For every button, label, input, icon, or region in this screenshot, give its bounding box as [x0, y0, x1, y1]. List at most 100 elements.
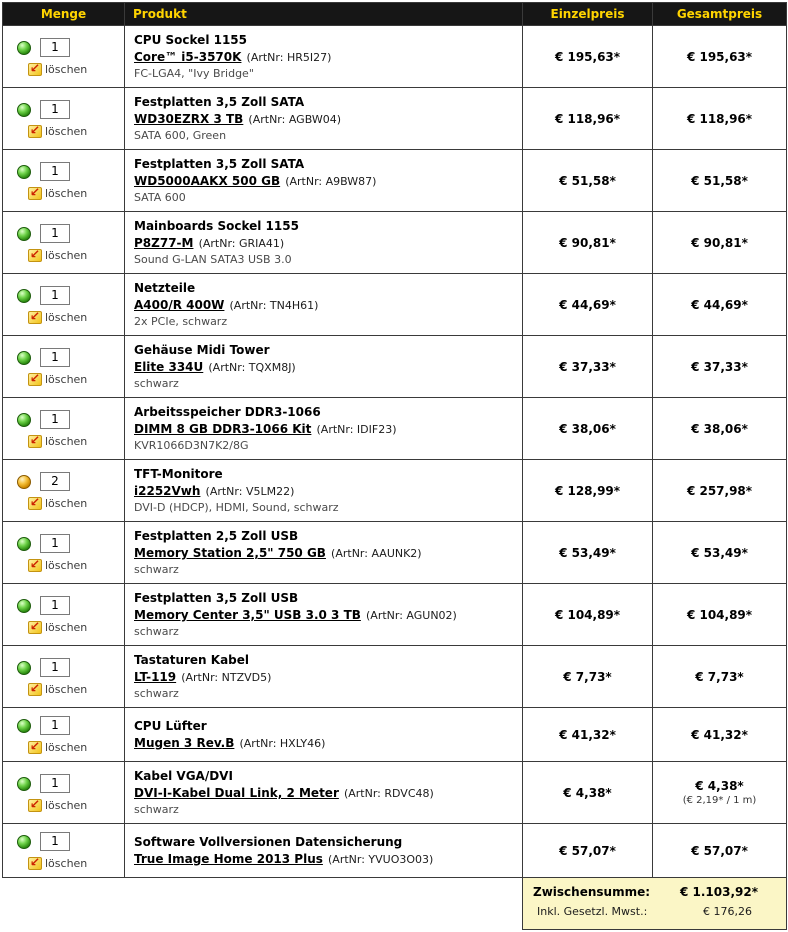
product-artnr: (ArtNr: YVUO3O03) — [328, 852, 434, 866]
total-price-cell: € 257,98* — [652, 459, 787, 522]
product-link[interactable]: A400/R 400W — [134, 298, 225, 312]
delete-label[interactable]: löschen — [45, 682, 88, 696]
product-link[interactable]: Elite 334U — [134, 360, 204, 374]
delete-icon[interactable] — [28, 619, 42, 634]
product-link[interactable]: Memory Station 2,5" 750 GB — [134, 546, 326, 560]
quantity-input[interactable] — [40, 99, 70, 119]
product-link[interactable]: Core™ i5-3570K — [134, 50, 242, 64]
unit-price-cell: € 37,33* — [522, 335, 653, 398]
delete-label[interactable]: löschen — [45, 798, 88, 812]
delete-label[interactable]: löschen — [45, 186, 88, 200]
delete-link[interactable]: löschen — [28, 185, 88, 200]
quantity-input[interactable] — [40, 37, 70, 57]
delete-label[interactable]: löschen — [45, 372, 88, 386]
unit-price: € 195,63* — [554, 49, 621, 64]
delete-icon[interactable] — [28, 61, 42, 76]
summary-spacer-cell — [3, 878, 523, 930]
product-link[interactable]: Memory Center 3,5" USB 3.0 3 TB — [134, 608, 361, 622]
delete-label[interactable]: löschen — [45, 62, 88, 76]
product-description: FC-LGA4, "Ivy Bridge" — [134, 67, 254, 80]
delete-link[interactable]: löschen — [28, 855, 88, 870]
delete-icon[interactable] — [28, 681, 42, 696]
total-price: € 4,38* — [695, 779, 744, 793]
product-artnr: (ArtNr: NTZVD5) — [181, 671, 272, 684]
delete-label[interactable]: löschen — [45, 310, 88, 324]
delete-icon[interactable] — [28, 797, 42, 812]
delete-link[interactable]: löschen — [28, 797, 88, 812]
delete-link[interactable]: löschen — [28, 681, 88, 696]
delete-label[interactable]: löschen — [45, 620, 88, 634]
quantity-input[interactable] — [40, 595, 70, 615]
delete-link[interactable]: löschen — [28, 61, 88, 76]
delete-link[interactable]: löschen — [28, 309, 88, 324]
product-description: schwarz — [134, 625, 179, 638]
delete-label[interactable]: löschen — [45, 740, 88, 754]
delete-icon[interactable] — [28, 855, 42, 870]
quantity-input[interactable] — [40, 471, 70, 491]
delete-icon[interactable] — [28, 309, 42, 324]
product-description: schwarz — [134, 803, 179, 816]
product-link[interactable]: DIMM 8 GB DDR3-1066 Kit — [134, 422, 312, 436]
delete-icon[interactable] — [28, 185, 42, 200]
product-category: Tastaturen Kabel — [134, 653, 250, 667]
delete-link[interactable]: löschen — [28, 371, 88, 386]
quantity-input[interactable] — [40, 409, 70, 429]
product-cell: Festplatten 3,5 Zoll USB Memory Center 3… — [124, 583, 523, 646]
delete-icon[interactable] — [28, 557, 42, 572]
delete-label[interactable]: löschen — [45, 124, 88, 138]
product-description: Sound G-LAN SATA3 USB 3.0 — [134, 253, 292, 266]
quantity-cell: löschen — [2, 459, 125, 522]
delete-link[interactable]: löschen — [28, 739, 88, 754]
delete-link[interactable]: löschen — [28, 557, 88, 572]
delete-label[interactable]: löschen — [45, 434, 88, 448]
delete-link[interactable]: löschen — [28, 123, 88, 138]
quantity-input[interactable] — [40, 715, 70, 735]
product-category: Gehäuse Midi Tower — [134, 343, 270, 357]
stock-status-icon — [17, 474, 31, 489]
quantity-input[interactable] — [40, 773, 70, 793]
quantity-input[interactable] — [40, 657, 70, 677]
quantity-input[interactable] — [40, 347, 70, 367]
product-link[interactable]: LT-119 — [134, 670, 177, 684]
quantity-input[interactable] — [40, 161, 70, 181]
delete-link[interactable]: löschen — [28, 433, 88, 448]
delete-link[interactable]: löschen — [28, 619, 88, 634]
quantity-input[interactable] — [40, 533, 70, 553]
delete-link[interactable]: löschen — [28, 247, 88, 262]
delete-icon[interactable] — [28, 495, 42, 510]
delete-label[interactable]: löschen — [45, 248, 88, 262]
delete-icon[interactable] — [28, 247, 42, 262]
unit-price-cell: € 90,81* — [522, 211, 653, 274]
product-link[interactable]: DVI-I-Kabel Dual Link, 2 Meter — [134, 786, 339, 800]
product-link[interactable]: WD30EZRX 3 TB — [134, 112, 244, 126]
product-link[interactable]: Mugen 3 Rev.B — [134, 735, 235, 750]
stock-status-icon — [17, 226, 31, 241]
delete-link[interactable]: löschen — [28, 495, 88, 510]
product-link[interactable]: WD5000AAKX 500 GB — [134, 174, 281, 188]
product-artnr: (ArtNr: RDVC48) — [343, 787, 434, 800]
quantity-input[interactable] — [40, 831, 70, 851]
delete-icon[interactable] — [28, 371, 42, 386]
delete-label[interactable]: löschen — [45, 558, 88, 572]
quantity-cell: löschen — [2, 707, 125, 762]
unit-price: € 38,06* — [559, 421, 616, 436]
delete-icon[interactable] — [28, 739, 42, 754]
header-row: Menge Produkt Einzelpreis Gesamtpreis — [2, 2, 787, 26]
column-header-product: Produkt — [124, 2, 523, 26]
quantity-input[interactable] — [40, 285, 70, 305]
unit-price-cell: € 44,69* — [522, 273, 653, 336]
delete-icon[interactable] — [28, 433, 42, 448]
product-description: SATA 600, Green — [134, 129, 227, 142]
quantity-input[interactable] — [40, 223, 70, 243]
product-description: KVR1066D3N7K2/8G — [134, 439, 249, 452]
delete-label[interactable]: löschen — [45, 856, 88, 870]
total-price: € 38,06* — [691, 421, 748, 436]
total-price: € 53,49* — [691, 545, 748, 560]
product-link[interactable]: P8Z77-M — [134, 236, 194, 250]
delete-label[interactable]: löschen — [45, 496, 88, 510]
cart-item-row: löschen Gehäuse Midi Tower Elite 334U (A… — [2, 335, 787, 398]
product-link[interactable]: True Image Home 2013 Plus — [134, 851, 323, 866]
total-price-cell: € 104,89* — [652, 583, 787, 646]
product-link[interactable]: i2252Vwh — [134, 484, 201, 498]
delete-icon[interactable] — [28, 123, 42, 138]
